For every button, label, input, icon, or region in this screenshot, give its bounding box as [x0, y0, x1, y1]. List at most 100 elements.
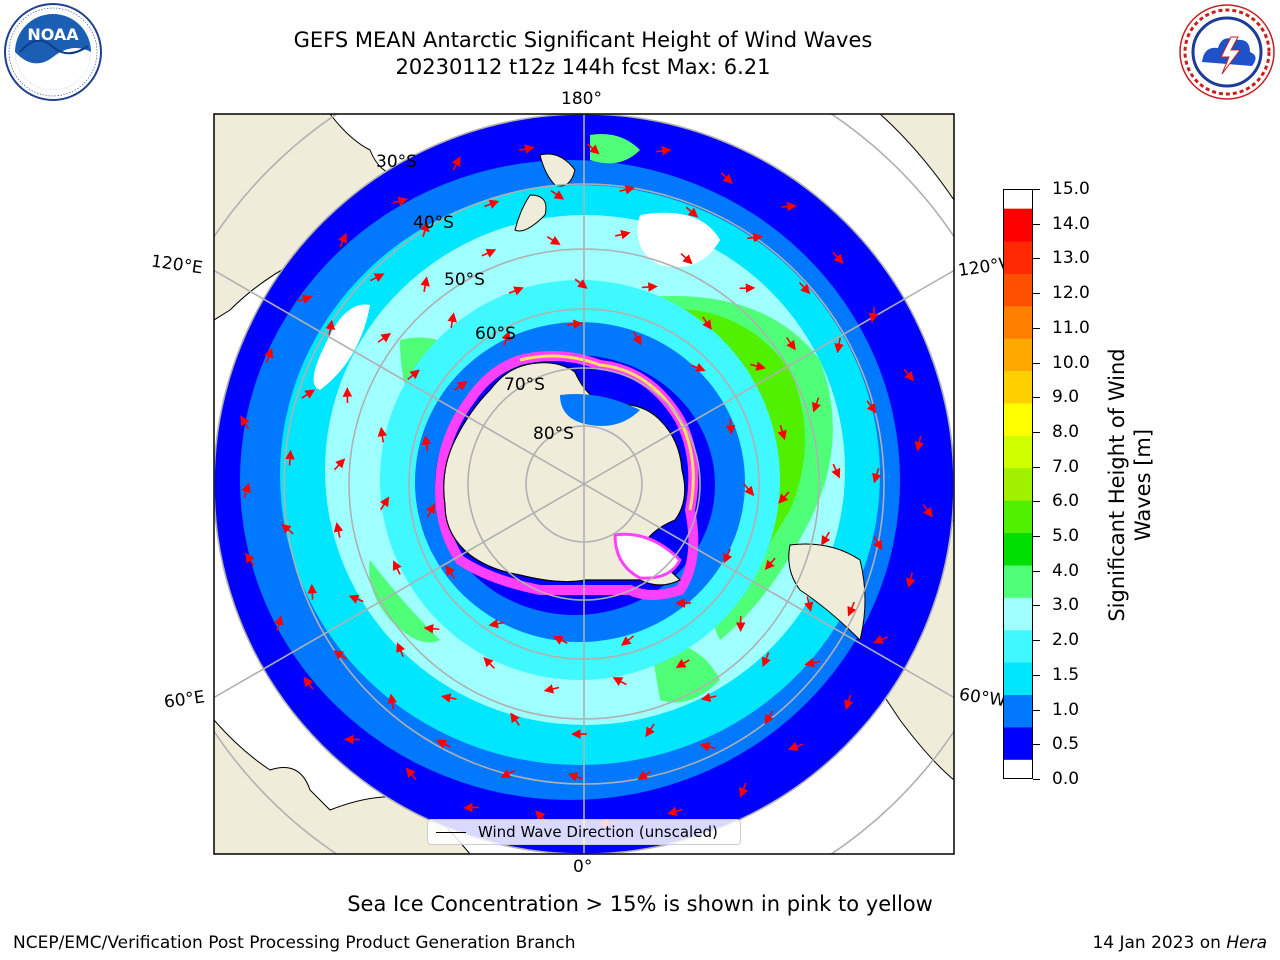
wave-direction-arrow [785, 337, 796, 351]
footer-credit: NCEP/EMC/Verification Post Processing Pr… [13, 933, 576, 953]
wave-direction-arrow [348, 594, 364, 604]
colorbar-tick-mark [1033, 258, 1040, 260]
wave-direction-arrow [922, 504, 933, 518]
wave-direction-arrow [667, 806, 683, 816]
wave-direction-arrow [445, 565, 456, 579]
colorbar-tick-label: 7.0 [1052, 456, 1080, 477]
colorbar-tick-mark [1033, 431, 1040, 433]
colorbar-tick-label: 5.0 [1052, 526, 1080, 547]
colorbar-tick-label: 14.0 [1052, 213, 1090, 234]
wave-direction-arrow [844, 694, 854, 710]
wave-direction-arrow [637, 770, 652, 780]
colorbar-tick-label: 13.0 [1052, 248, 1090, 269]
lon-label-0: 0° [573, 857, 593, 877]
wave-direction-arrow [720, 172, 733, 184]
sea-ice-note: Sea Ice Concentration > 15% is shown in … [347, 892, 933, 916]
wave-direction-arrow [501, 330, 511, 346]
wave-direction-arrow [484, 199, 500, 209]
wave-direction-arrow [685, 206, 699, 218]
wave-direction-arrow [655, 146, 672, 156]
wave-direction-arrow [423, 623, 440, 634]
wave-direction-arrow [550, 190, 565, 200]
wave-direction-arrow [761, 652, 771, 668]
wave-direction-arrow [645, 723, 655, 738]
lat-label-60s: 60°S [475, 324, 516, 344]
wave-direction-arrow [396, 642, 406, 658]
colorbar-tick-label: 11.0 [1052, 317, 1090, 338]
wave-direction-arrow [281, 523, 294, 535]
wave-direction-arrow [543, 684, 560, 694]
wave-direction-arrow [338, 232, 347, 248]
wave-direction-arrow [407, 369, 420, 381]
colorbar-tick-mark [1033, 327, 1040, 329]
wave-direction-arrow [798, 282, 811, 295]
chart-subtitle: 20230112 t12z 144h fcst Max: 6.21 [395, 55, 771, 79]
wave-direction-arrow [804, 657, 820, 668]
footer-host: Hera [1226, 933, 1267, 953]
colorbar-segment [1004, 305, 1032, 339]
wave-direction-arrow [750, 361, 766, 371]
wave-direction-arrow [804, 596, 814, 612]
legend-label: Wind Wave Direction (unscaled) [478, 823, 718, 841]
wave-direction-arrow [777, 424, 787, 441]
wave-direction-arrow [702, 316, 712, 330]
wave-direction-arrow [811, 397, 822, 413]
wave-direction-arrow [264, 347, 274, 363]
wave-direction-arrow [723, 548, 733, 564]
colorbar-segment [1004, 435, 1032, 469]
colorbar-tick-label: 0.5 [1052, 734, 1080, 755]
colorbar-tick-label: 3.0 [1052, 595, 1080, 616]
colorbar-segment [1004, 629, 1032, 663]
colorbar-tick-label: 6.0 [1052, 491, 1080, 512]
wave-direction-arrow [873, 634, 888, 644]
colorbar-tick-mark [1033, 744, 1040, 746]
colorbar-tick-mark [1033, 397, 1040, 399]
wave-direction-arrow [379, 496, 390, 511]
wave-direction-arrow [377, 426, 388, 443]
wave-direction-arrow [510, 712, 520, 726]
colorbar-segment [1004, 208, 1032, 242]
colorbar-tick-label: 15.0 [1052, 179, 1090, 199]
wave-direction-arrow [764, 557, 776, 571]
colorbar-tick-label: 2.0 [1052, 630, 1080, 651]
colorbar-segment [1004, 273, 1032, 307]
wave-direction-arrow [420, 276, 430, 292]
wave-direction-arrows [240, 143, 933, 828]
lat-label-40s: 40°S [413, 213, 454, 233]
colorbar-segment [1004, 597, 1032, 631]
wave-direction-arrow [454, 381, 468, 391]
wave-direction-arrow [832, 251, 844, 264]
wave-direction-arrow [642, 282, 658, 292]
wave-direction-arrow [700, 692, 717, 703]
wave-direction-arrow [621, 635, 634, 646]
wave-direction-arrow [240, 415, 250, 430]
wave-direction-arrow [743, 483, 755, 497]
wave-direction-arrow [834, 337, 844, 354]
wave-direction-arrow [612, 677, 627, 686]
colorbar-tick-mark [1033, 189, 1040, 190]
footer-date-text: 14 Jan 2023 on [1092, 933, 1227, 953]
wave-direction-arrow [518, 144, 535, 154]
noaa-logo: NOAA [4, 3, 102, 101]
colorbar-title: Significant Height of Wind Waves [m] [1105, 348, 1155, 622]
colorbar-tick-mark [1033, 640, 1040, 642]
wave-direction-arrow [905, 572, 916, 588]
colorbar-segment [1004, 338, 1032, 372]
wave-direction-arrow [333, 522, 344, 538]
colorbar-tick-label: 1.0 [1052, 699, 1080, 720]
wave-direction-arrow [297, 294, 313, 304]
colorbar-segment [1004, 241, 1032, 274]
colorbar-segment [1004, 726, 1032, 760]
wave-direction-arrow [392, 560, 402, 575]
lat-label-80s: 80°S [533, 424, 574, 444]
colorbar-tick-mark [1033, 293, 1040, 295]
colorbar-tick-mark [1033, 674, 1040, 676]
lon-label-180: 180° [561, 89, 602, 109]
wave-direction-arrow [553, 636, 568, 645]
wave-direction-arrow [436, 739, 451, 749]
wave-direction-arrow [914, 435, 925, 452]
wave-direction-arrow [447, 312, 457, 328]
wave-direction-arrow [451, 156, 461, 171]
graticule [214, 114, 954, 854]
